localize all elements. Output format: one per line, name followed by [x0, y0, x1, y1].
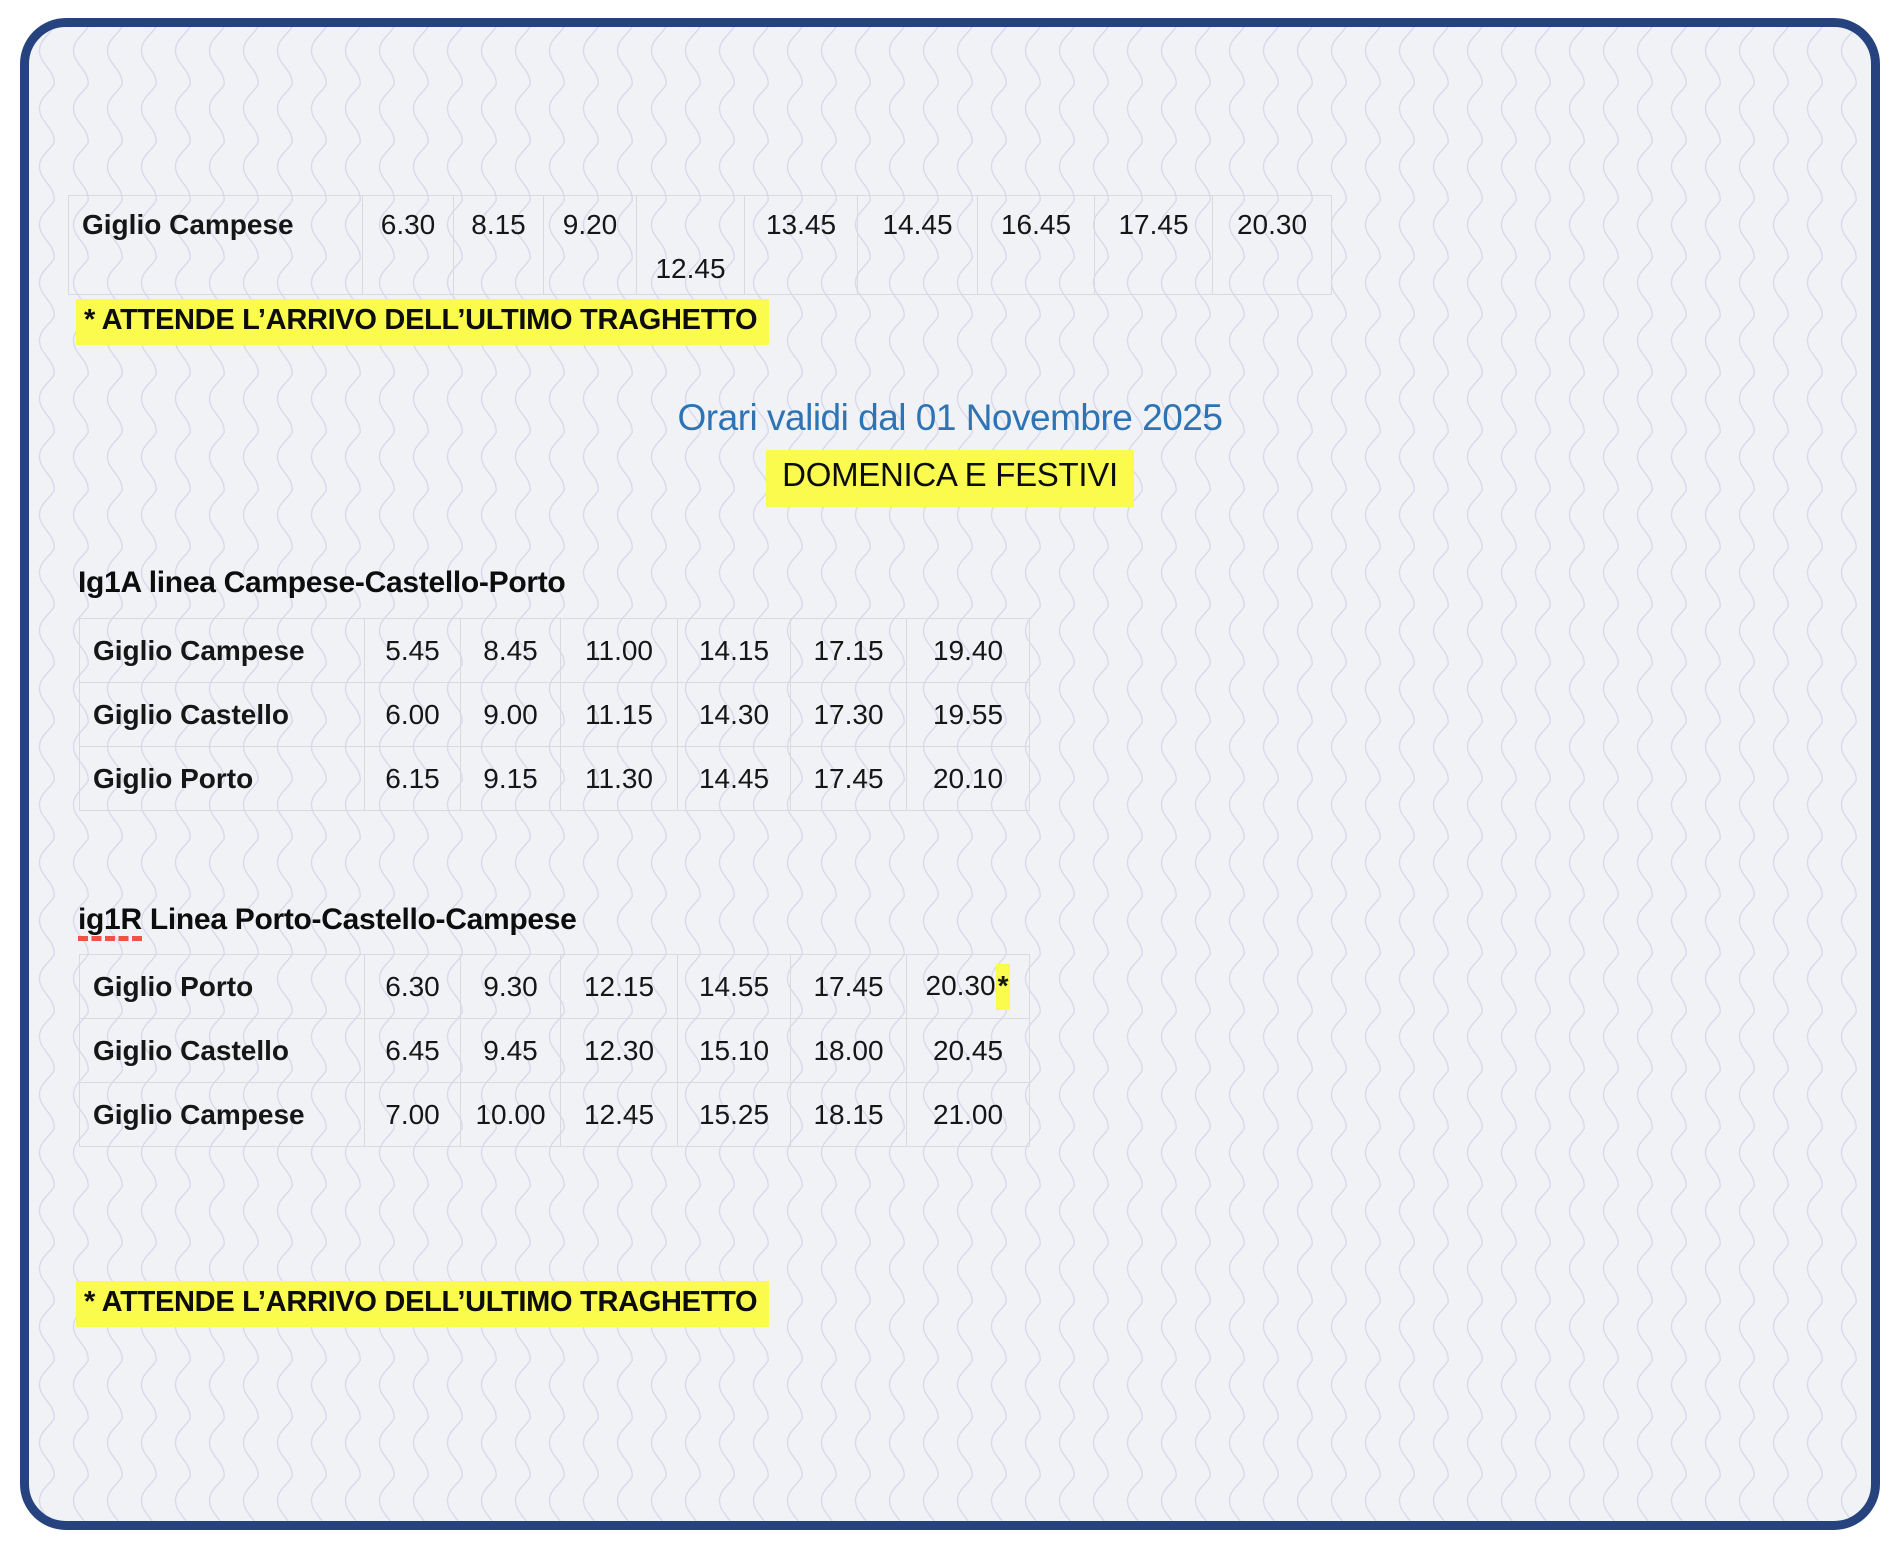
time-cell: 14.30	[677, 682, 791, 747]
time-cell: 6.15	[364, 746, 461, 811]
time-cell: 21.00	[906, 1082, 1030, 1147]
time-cell: 6.30	[364, 954, 461, 1019]
time-cell: 15.25	[677, 1082, 791, 1147]
day-type-subtitle: DOMENICA E FESTIVI	[766, 450, 1134, 507]
time-cell: 18.00	[790, 1018, 907, 1083]
time-cell: 12.30	[560, 1018, 678, 1083]
time-cell: 19.40	[906, 618, 1030, 683]
time-cell-starred: 20.30*	[906, 954, 1030, 1019]
stop-label-cell: Giglio Porto	[79, 746, 365, 811]
time-cell: 6.30	[362, 195, 454, 295]
time-cell: 9.45	[460, 1018, 561, 1083]
time-cell: 7.00	[364, 1082, 461, 1147]
star-mark: *	[995, 963, 1011, 1010]
time-cell: 18.15	[790, 1082, 907, 1147]
time-cell: 17.15	[790, 618, 907, 683]
time-cell: 11.30	[560, 746, 678, 811]
time-cell: 20.45	[906, 1018, 1030, 1083]
note-last-ferry-top: * ATTENDE L’ARRIVO DELL’ULTIMO TRAGHETTO	[76, 299, 770, 345]
outbound-timetable: Giglio Campese 5.45 8.45 11.00 14.15 17.…	[79, 618, 1030, 811]
time-cell: 9.30	[460, 954, 561, 1019]
time-cell: 20.30	[1212, 195, 1332, 295]
time-cell: 8.45	[460, 618, 561, 683]
time-cell: 13.45	[744, 195, 858, 295]
document-content: Giglio Campese 6.30 8.15 9.20 12.45 13.4…	[29, 27, 1871, 1521]
time-cell: 12.45	[560, 1082, 678, 1147]
time-cell: 15.10	[677, 1018, 791, 1083]
outbound-line-heading: Ig1A linea Campese-Castello-Porto	[78, 566, 566, 599]
line-code-misspelled: ig1R	[78, 903, 142, 941]
time-cell: 17.30	[790, 682, 907, 747]
time-cell: 11.00	[560, 618, 678, 683]
time-cell: 17.45	[1094, 195, 1213, 295]
time-cell-wrapped: 12.45	[636, 195, 745, 295]
time-cell: 17.45	[790, 954, 907, 1019]
validity-title: Orari validi dal 01 Novembre 2025	[677, 397, 1223, 438]
table-row: Giglio Porto 6.15 9.15 11.30 14.45 17.45…	[79, 746, 1030, 811]
time-cell: 9.00	[460, 682, 561, 747]
stop-label-cell: Giglio Campese	[79, 1082, 365, 1147]
note-last-ferry-bottom: * ATTENDE L’ARRIVO DELL’ULTIMO TRAGHETTO	[76, 1281, 770, 1327]
stop-label: Giglio Campese	[82, 209, 294, 240]
table-row: Giglio Castello 6.00 9.00 11.15 14.30 17…	[79, 682, 1030, 747]
time-cell: 19.55	[906, 682, 1030, 747]
stop-label-cell: Giglio Castello	[79, 1018, 365, 1083]
stop-label-cell: Giglio Castello	[79, 682, 365, 747]
time-cell: 5.45	[364, 618, 461, 683]
table-row: Giglio Porto 6.30 9.30 12.15 14.55 17.45…	[79, 954, 1030, 1019]
line-heading-rest: Linea Porto-Castello-Campese	[141, 903, 577, 936]
time-cell: 6.45	[364, 1018, 461, 1083]
time-cell: 12.15	[560, 954, 678, 1019]
time-cell: 9.20	[543, 195, 637, 295]
table-row: Giglio Campese 7.00 10.00 12.45 15.25 18…	[79, 1082, 1030, 1147]
table-row: Giglio Campese 5.45 8.45 11.00 14.15 17.…	[79, 618, 1030, 683]
time-cell: 14.45	[857, 195, 978, 295]
stop-label-cell: Giglio Campese	[68, 195, 363, 295]
time-cell: 9.15	[460, 746, 561, 811]
time-cell: 14.45	[677, 746, 791, 811]
time-cell: 10.00	[460, 1082, 561, 1147]
return-line-heading: ig1R Linea Porto-Castello-Campese	[78, 903, 577, 941]
table-row: Giglio Castello 6.45 9.45 12.30 15.10 18…	[79, 1018, 1030, 1083]
time-cell: 11.15	[560, 682, 678, 747]
time-cell: 14.55	[677, 954, 791, 1019]
time-cell: 8.15	[453, 195, 544, 295]
time-cell: 20.10	[906, 746, 1030, 811]
return-timetable: Giglio Porto 6.30 9.30 12.15 14.55 17.45…	[79, 954, 1030, 1147]
document-panel: Giglio Campese 6.30 8.15 9.20 12.45 13.4…	[20, 18, 1880, 1530]
carryover-timetable: Giglio Campese 6.30 8.15 9.20 12.45 13.4…	[68, 195, 1332, 295]
stop-label-cell: Giglio Campese	[79, 618, 365, 683]
time-cell: 14.15	[677, 618, 791, 683]
time-cell: 17.45	[790, 746, 907, 811]
stop-label-cell: Giglio Porto	[79, 954, 365, 1019]
day-type-subtitle-wrap: DOMENICA E FESTIVI	[29, 450, 1871, 507]
time-cell: 16.45	[977, 195, 1095, 295]
time-value: 20.30	[925, 969, 996, 1001]
time-cell: 6.00	[364, 682, 461, 747]
